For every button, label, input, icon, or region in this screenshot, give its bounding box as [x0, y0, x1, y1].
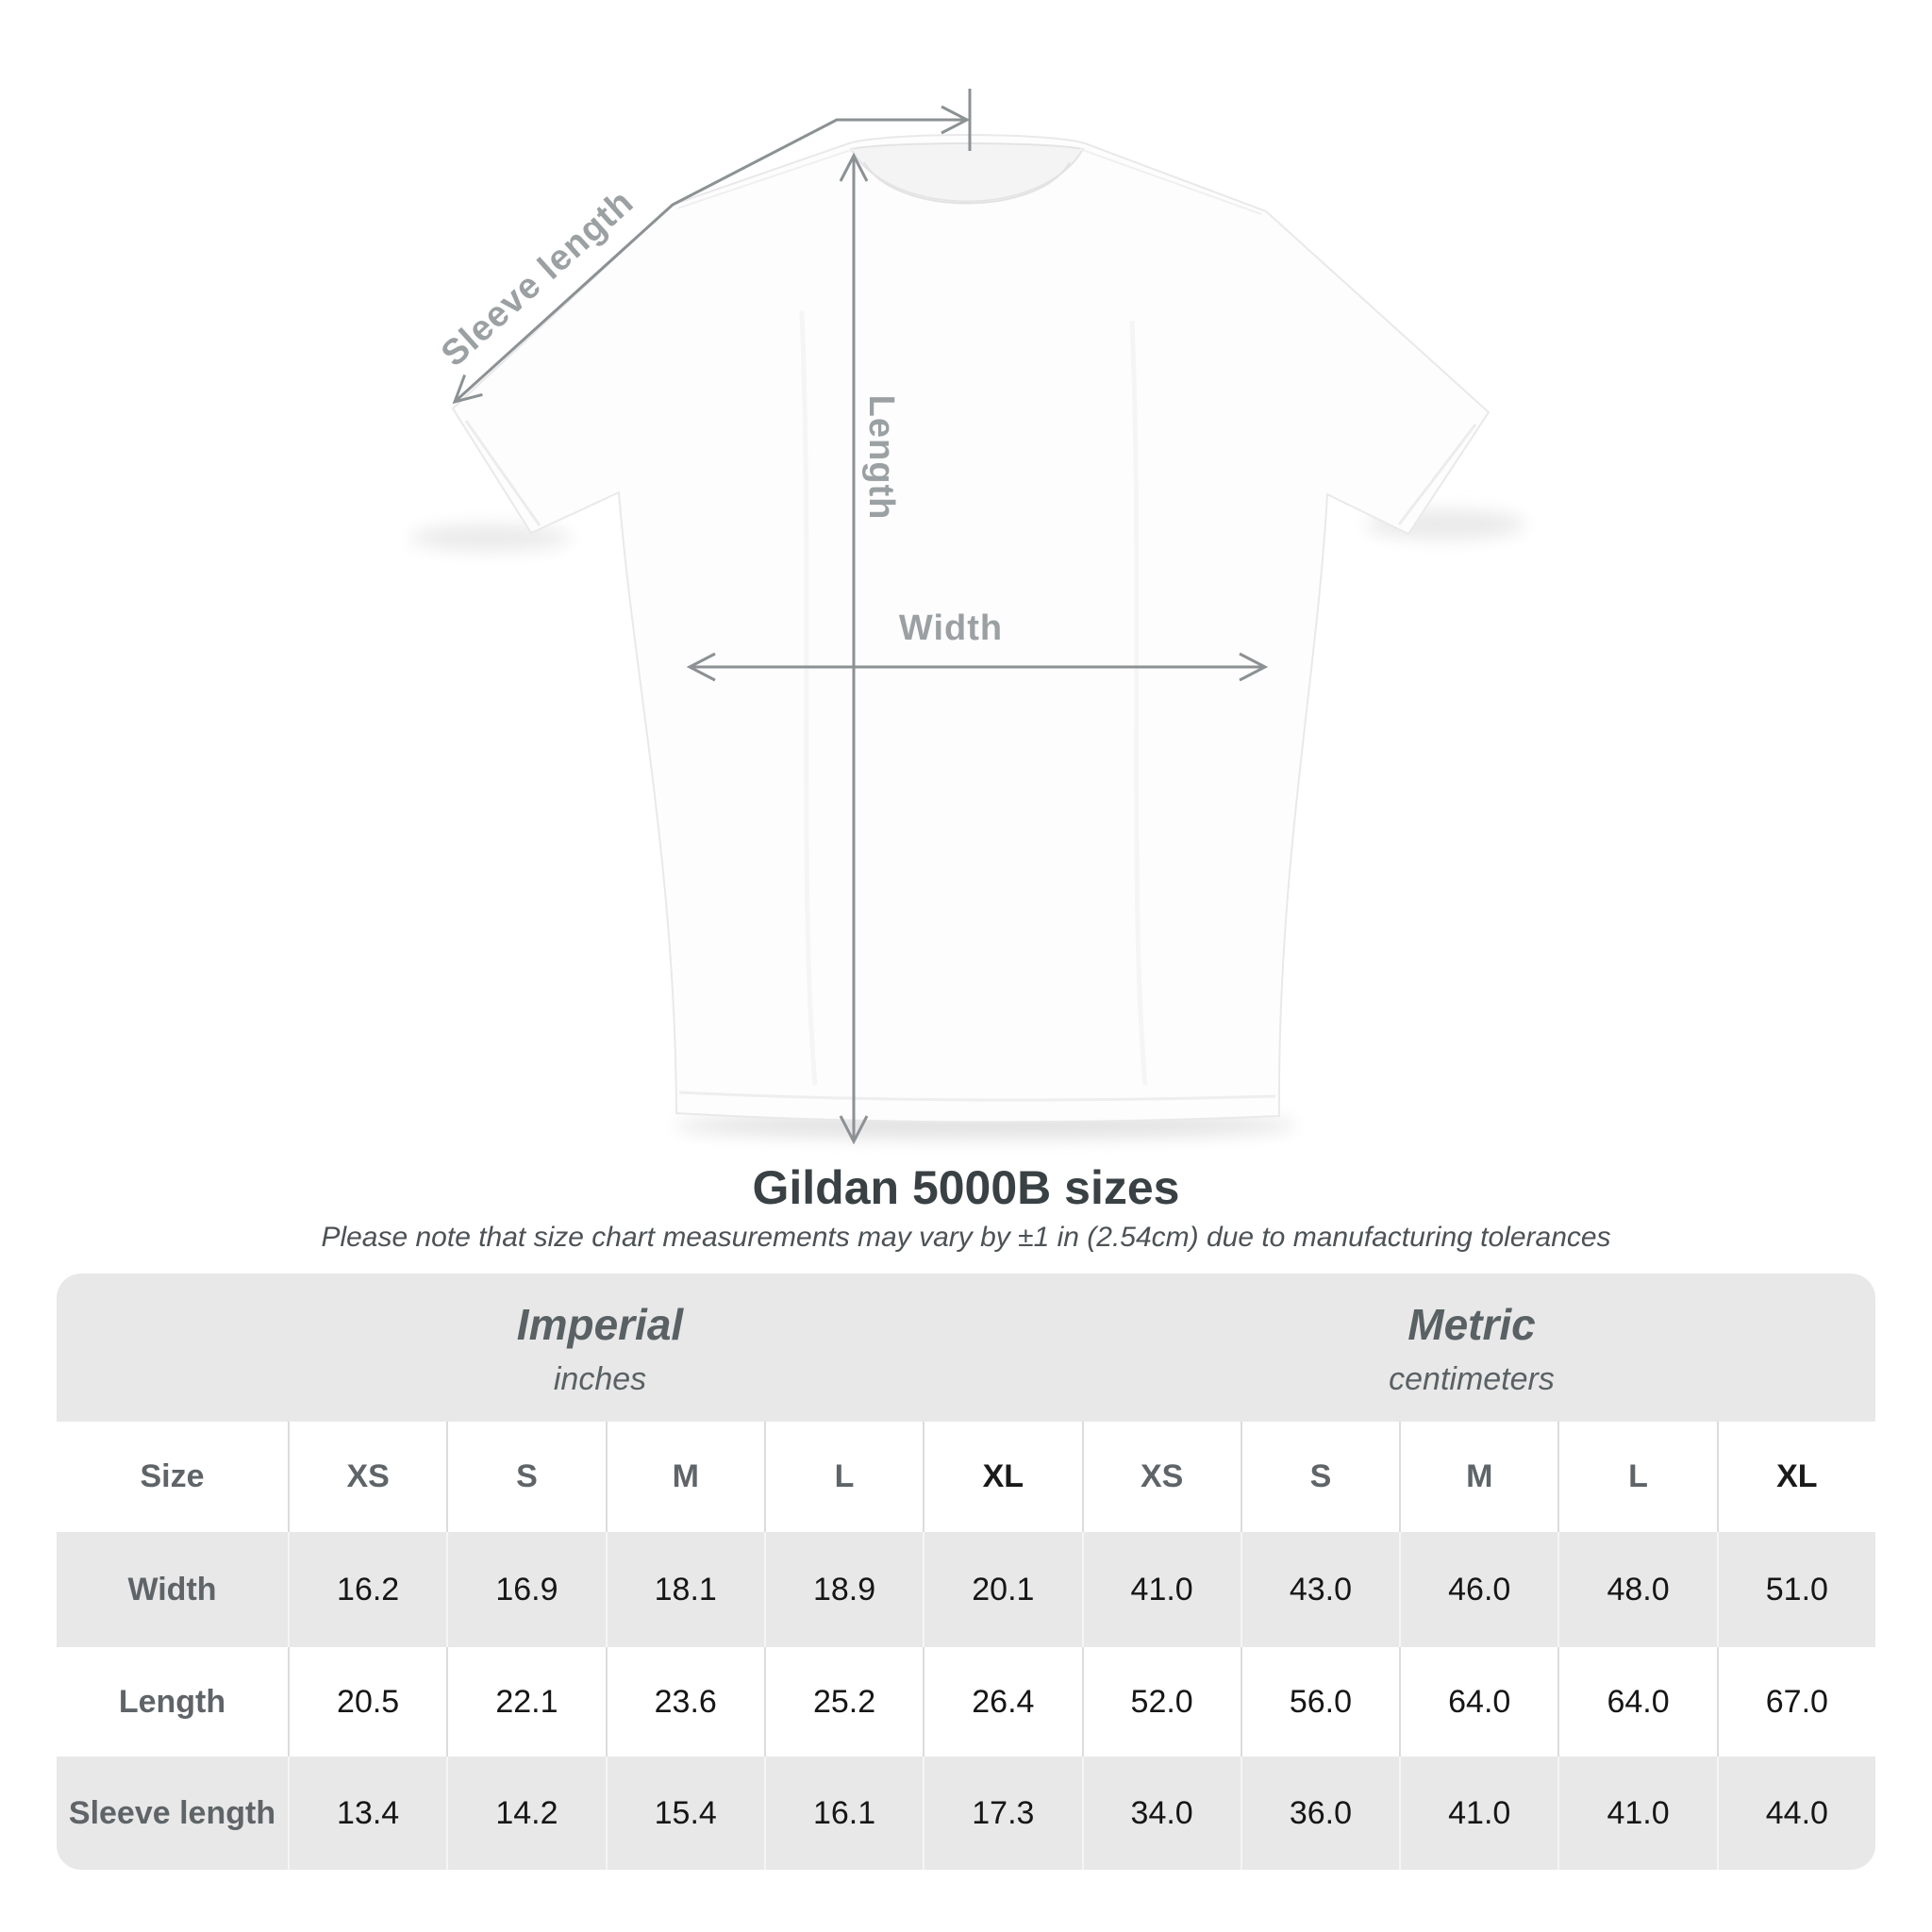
length-metric-m: 64.0: [1399, 1647, 1557, 1757]
group-imperial: Imperial inches: [517, 1300, 683, 1398]
col-header-imperial-s: S: [446, 1422, 605, 1532]
length-imperial-s: 22.1: [446, 1647, 605, 1757]
sleeve-imperial-xs: 13.4: [288, 1757, 446, 1870]
unit-group-band: Imperial inches Metric centimeters: [57, 1274, 1875, 1422]
width-metric-l: 48.0: [1557, 1532, 1716, 1647]
width-metric-m: 46.0: [1399, 1532, 1557, 1647]
width-imperial-s: 16.9: [446, 1532, 605, 1647]
size-header: Size: [140, 1458, 205, 1494]
sleeve-metric-s: 36.0: [1240, 1757, 1399, 1870]
table-row-sleeve-length: Sleeve length 13.4 14.2 15.4 16.1 17.3 3…: [57, 1757, 1875, 1870]
row-label-length: Length: [118, 1683, 226, 1720]
length-metric-s: 56.0: [1240, 1647, 1399, 1757]
sleeve-metric-xs: 34.0: [1081, 1757, 1241, 1870]
page-title: Gildan 5000B sizes: [752, 1161, 1180, 1214]
width-imperial-l: 18.9: [763, 1532, 923, 1647]
tolerance-note: Please note that size chart measurements…: [321, 1222, 1611, 1253]
length-label: Length: [861, 395, 901, 521]
table-header-row: Size XS S M L XL XS S M L XL: [57, 1422, 1875, 1532]
sleeve-metric-l: 41.0: [1557, 1757, 1716, 1870]
length-imperial-m: 23.6: [605, 1647, 764, 1757]
group-metric-unit: centimeters: [1389, 1361, 1555, 1397]
width-label: Width: [899, 608, 1003, 648]
table-row-length: Length 20.5 22.1 23.6 25.2 26.4 52.0 56.…: [57, 1647, 1875, 1757]
width-metric-xl: 51.0: [1716, 1532, 1875, 1647]
sleeve-length-arrow: [452, 105, 971, 405]
sleeve-metric-xl: 44.0: [1716, 1757, 1875, 1870]
group-imperial-label: Imperial: [516, 1300, 684, 1349]
group-metric-label: Metric: [1407, 1300, 1536, 1349]
col-header-imperial-l: L: [763, 1422, 923, 1532]
group-imperial-unit: inches: [553, 1361, 647, 1397]
width-metric-s: 43.0: [1240, 1532, 1399, 1647]
col-header-metric-l: L: [1557, 1422, 1716, 1532]
col-header-metric-xl: XL: [1716, 1422, 1875, 1532]
row-label-width: Width: [127, 1571, 217, 1607]
col-header-metric-s: S: [1240, 1422, 1399, 1532]
col-header-imperial-m: M: [605, 1422, 764, 1532]
length-imperial-xs: 20.5: [288, 1647, 446, 1757]
sleeve-imperial-m: 15.4: [605, 1757, 764, 1870]
sleeve-imperial-l: 16.1: [763, 1757, 923, 1870]
col-header-imperial-xs: XS: [288, 1422, 446, 1532]
group-metric: Metric centimeters: [1389, 1300, 1555, 1398]
sleeve-imperial-s: 14.2: [446, 1757, 605, 1870]
width-imperial-xl: 20.1: [923, 1532, 1081, 1647]
col-header-metric-xs: XS: [1081, 1422, 1241, 1532]
table-row-width: Width 16.2 16.9 18.1 18.9 20.1 41.0 43.0…: [57, 1532, 1875, 1647]
width-imperial-m: 18.1: [605, 1532, 764, 1647]
length-imperial-l: 25.2: [763, 1647, 923, 1757]
col-header-metric-m: M: [1399, 1422, 1557, 1532]
width-metric-xs: 41.0: [1081, 1532, 1241, 1647]
length-metric-l: 64.0: [1557, 1647, 1716, 1757]
row-label-sleeve-length: Sleeve length: [68, 1794, 276, 1831]
length-metric-xs: 52.0: [1081, 1647, 1241, 1757]
sleeve-imperial-xl: 17.3: [923, 1757, 1081, 1870]
sleeve-metric-m: 41.0: [1399, 1757, 1557, 1870]
tshirt-diagram: Sleeve length Length Width: [410, 89, 1525, 1145]
col-header-imperial-xl: XL: [923, 1422, 1081, 1532]
size-table: Imperial inches Metric centimeters Size …: [57, 1274, 1875, 1870]
length-metric-xl: 67.0: [1716, 1647, 1875, 1757]
length-imperial-xl: 26.4: [923, 1647, 1081, 1757]
width-imperial-xs: 16.2: [288, 1532, 446, 1647]
